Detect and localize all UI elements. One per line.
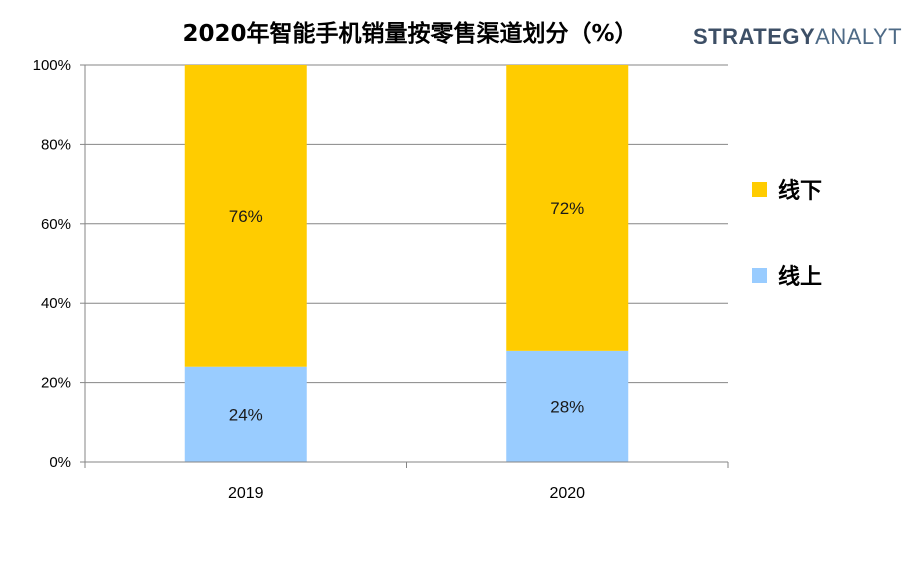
y-tick-label: 0%	[49, 454, 71, 471]
x-tick-label: 2020	[549, 485, 585, 502]
y-tick-label: 20%	[41, 375, 71, 392]
axes	[80, 64, 729, 468]
strategy-analytics-logo: STRATEGYANALYTICS	[693, 24, 903, 50]
data-label: 24%	[229, 405, 263, 424]
data-label: 28%	[550, 397, 584, 416]
logo-strong-text: STRATEGY	[693, 24, 816, 49]
bars: 24% 76% 28% 72%	[184, 65, 629, 462]
legend-swatch	[752, 268, 767, 283]
chart-title: 2020年智能手机销量按零售渠道划分（%）	[182, 21, 638, 47]
y-tick-label: 80%	[41, 136, 71, 153]
legend-swatch	[752, 182, 767, 197]
legend-label: 线上	[778, 264, 822, 290]
bar-segment	[506, 350, 629, 462]
gridlines	[85, 64, 728, 384]
y-tick-label: 100%	[33, 57, 71, 74]
logo-light-text: ANALYTICS	[815, 24, 903, 49]
y-tick-label: 60%	[41, 216, 71, 233]
y-tick-label: 40%	[41, 295, 71, 312]
legend-label: 线下	[778, 178, 822, 204]
data-label: 72%	[550, 199, 584, 218]
x-tick-label: 2019	[228, 485, 264, 502]
bar-segment	[506, 65, 629, 351]
data-label: 76%	[229, 207, 263, 226]
bar-segment	[184, 366, 307, 462]
x-tick-labels: 2019 2020	[228, 485, 585, 502]
y-tick-labels: 0% 20% 40% 60% 80% 100%	[33, 57, 71, 471]
bar-segment	[184, 65, 307, 367]
